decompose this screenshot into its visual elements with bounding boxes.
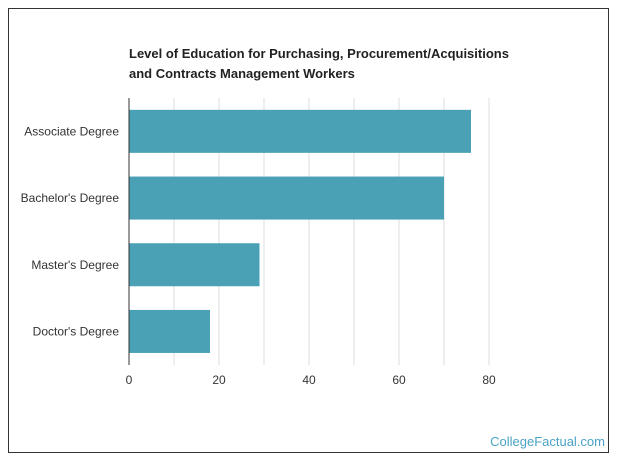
x-tick-label: 0: [126, 373, 133, 387]
x-tick-label: 60: [392, 373, 406, 387]
category-label: Doctor's Degree: [33, 324, 120, 338]
chart-title-line-2: and Contracts Management Workers: [129, 66, 355, 81]
bar: [129, 109, 471, 153]
brand-link[interactable]: CollegeFactual.com: [490, 434, 605, 449]
x-tick-label: 80: [482, 373, 496, 387]
x-tick-label: 40: [302, 373, 316, 387]
chart-title-line-1: Level of Education for Purchasing, Procu…: [129, 46, 509, 61]
category-label: Bachelor's Degree: [21, 191, 120, 205]
category-label: Associate Degree: [24, 124, 119, 138]
category-label: Master's Degree: [31, 258, 119, 272]
x-tick-label: 20: [212, 373, 226, 387]
bar: [129, 243, 260, 287]
chart-title: Level of Education for Purchasing, Procu…: [129, 44, 549, 84]
bar: [129, 309, 210, 353]
bar: [129, 176, 444, 220]
